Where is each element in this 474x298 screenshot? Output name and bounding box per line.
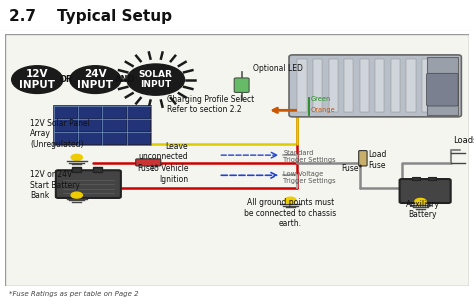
Text: to Vehicle
Ignition: to Vehicle Ignition [151, 164, 188, 184]
Bar [406, 59, 416, 112]
FancyBboxPatch shape [136, 159, 161, 166]
FancyBboxPatch shape [93, 167, 102, 172]
Text: 12V or 24V
Start Battery
Bank: 12V or 24V Start Battery Bank [30, 170, 80, 200]
FancyBboxPatch shape [128, 120, 150, 131]
FancyBboxPatch shape [72, 167, 81, 172]
Circle shape [71, 192, 82, 198]
Bar [391, 59, 400, 112]
FancyBboxPatch shape [55, 133, 77, 144]
Text: Fuse*: Fuse* [137, 164, 158, 173]
FancyBboxPatch shape [411, 176, 420, 180]
FancyBboxPatch shape [56, 170, 121, 198]
Bar [344, 59, 353, 112]
Text: Loads: Loads [453, 136, 474, 145]
Circle shape [70, 66, 121, 94]
FancyBboxPatch shape [428, 176, 436, 180]
Text: AND: AND [115, 75, 136, 84]
FancyBboxPatch shape [5, 34, 469, 286]
FancyBboxPatch shape [103, 107, 126, 118]
Text: Low Voltage
Trigger Settings: Low Voltage Trigger Settings [283, 171, 336, 184]
Circle shape [415, 198, 426, 204]
FancyBboxPatch shape [359, 150, 367, 166]
Bar [360, 59, 369, 112]
FancyBboxPatch shape [289, 55, 461, 117]
FancyBboxPatch shape [79, 120, 101, 131]
FancyBboxPatch shape [103, 133, 126, 144]
Circle shape [12, 66, 63, 94]
Bar [438, 59, 447, 112]
Text: Charging Profile Select
Refer to section 2.2: Charging Profile Select Refer to section… [167, 95, 255, 114]
FancyBboxPatch shape [54, 106, 151, 145]
Text: Fuse*: Fuse* [341, 164, 363, 173]
FancyBboxPatch shape [103, 120, 126, 131]
FancyBboxPatch shape [128, 107, 150, 118]
FancyBboxPatch shape [55, 107, 77, 118]
Bar [297, 59, 307, 112]
Circle shape [71, 154, 82, 160]
FancyBboxPatch shape [428, 57, 457, 115]
Text: Leave
unconnected: Leave unconnected [138, 142, 188, 161]
Text: 12V
INPUT: 12V INPUT [19, 69, 55, 90]
FancyBboxPatch shape [79, 133, 101, 144]
Text: 24V
INPUT: 24V INPUT [77, 69, 113, 90]
FancyBboxPatch shape [234, 78, 249, 92]
Text: Auxiliary
Battery: Auxiliary Battery [406, 200, 440, 219]
FancyBboxPatch shape [55, 120, 77, 131]
Text: SOLAR
INPUT: SOLAR INPUT [139, 70, 173, 89]
Bar [375, 59, 384, 112]
Text: Orange: Orange [310, 107, 335, 113]
Circle shape [127, 64, 184, 95]
Text: Optional LED: Optional LED [253, 64, 303, 73]
FancyBboxPatch shape [128, 133, 150, 144]
FancyBboxPatch shape [400, 179, 451, 203]
Circle shape [285, 197, 296, 203]
Text: Green: Green [310, 96, 331, 102]
Bar [422, 59, 431, 112]
Text: 12V Solar Panel
Array
(Unregulated): 12V Solar Panel Array (Unregulated) [30, 119, 90, 149]
Text: *Fuse Ratings as per table on Page 2: *Fuse Ratings as per table on Page 2 [9, 290, 139, 297]
Bar [328, 59, 338, 112]
Text: All ground points must
be connected to chassis
earth.: All ground points must be connected to c… [244, 198, 337, 228]
FancyBboxPatch shape [427, 73, 458, 106]
FancyBboxPatch shape [79, 107, 101, 118]
Text: Standard
Trigger Settings: Standard Trigger Settings [283, 150, 336, 163]
Bar [313, 59, 322, 112]
Text: OR: OR [59, 75, 73, 84]
Text: Load
Fuse: Load Fuse [368, 150, 386, 170]
Text: 2.7    Typical Setup: 2.7 Typical Setup [9, 9, 173, 24]
